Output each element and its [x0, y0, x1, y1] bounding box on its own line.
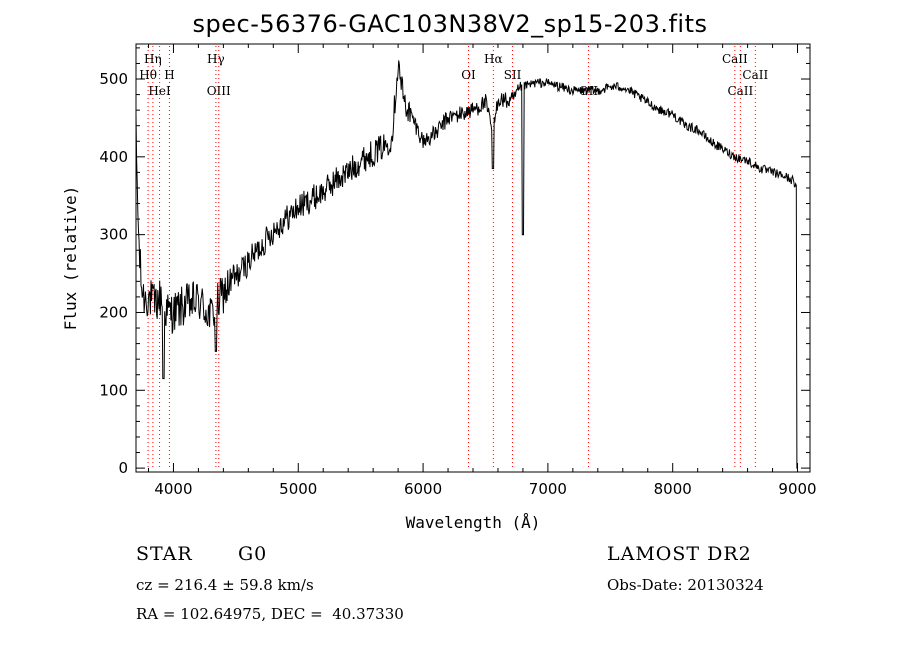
spectrum-line — [135, 60, 798, 469]
line-label: Hα — [484, 52, 503, 66]
survey-name: LAMOST DR2 — [607, 543, 752, 565]
line-label: H — [164, 68, 174, 82]
x-tick-label: 5000 — [279, 480, 317, 498]
y-tick-label: 400 — [99, 148, 128, 166]
line-label: Hη — [144, 52, 162, 66]
y-tick-label: 0 — [118, 459, 128, 477]
y-tick-label: 300 — [99, 226, 128, 244]
coords-text: RA = 102.64975, DEC = 40.37330 — [136, 605, 404, 623]
line-label: CaII — [742, 68, 768, 82]
chart-title: spec-56376-GAC103N38V2_sp15-203.fits — [192, 10, 708, 38]
x-tick-label: 4000 — [154, 480, 192, 498]
line-label: CaII — [722, 52, 748, 66]
x-axis: 4000 5000 6000 7000 8000 9000 — [147, 44, 817, 498]
line-label: Hθ — [139, 68, 157, 82]
x-tick-label: 9000 — [778, 480, 816, 498]
line-label: SII — [504, 68, 522, 82]
y-tick-label: 200 — [99, 303, 128, 321]
object-subclass: G0 — [238, 543, 268, 565]
y-tick-label: 500 — [99, 70, 128, 88]
line-markers — [147, 46, 756, 470]
line-label: OI — [461, 68, 476, 82]
line-label: HeI — [148, 84, 171, 98]
x-tick-label: 7000 — [529, 480, 567, 498]
redshift-text: cz = 216.4 ± 59.8 km/s — [136, 576, 314, 594]
line-label: OIII — [207, 84, 231, 98]
object-class: STAR — [136, 543, 193, 565]
x-axis-label: Wavelength (Å) — [406, 513, 541, 532]
y-axis-label: Flux (relative) — [61, 186, 80, 331]
y-axis: 0 100 200 300 400 500 — [99, 47, 810, 477]
obs-date-text: Obs-Date: 20130324 — [607, 576, 764, 594]
line-label: Hγ — [207, 52, 225, 66]
line-label: CaII — [727, 84, 753, 98]
x-tick-label: 8000 — [654, 480, 692, 498]
x-tick-label: 6000 — [404, 480, 442, 498]
y-tick-label: 100 — [99, 381, 128, 399]
